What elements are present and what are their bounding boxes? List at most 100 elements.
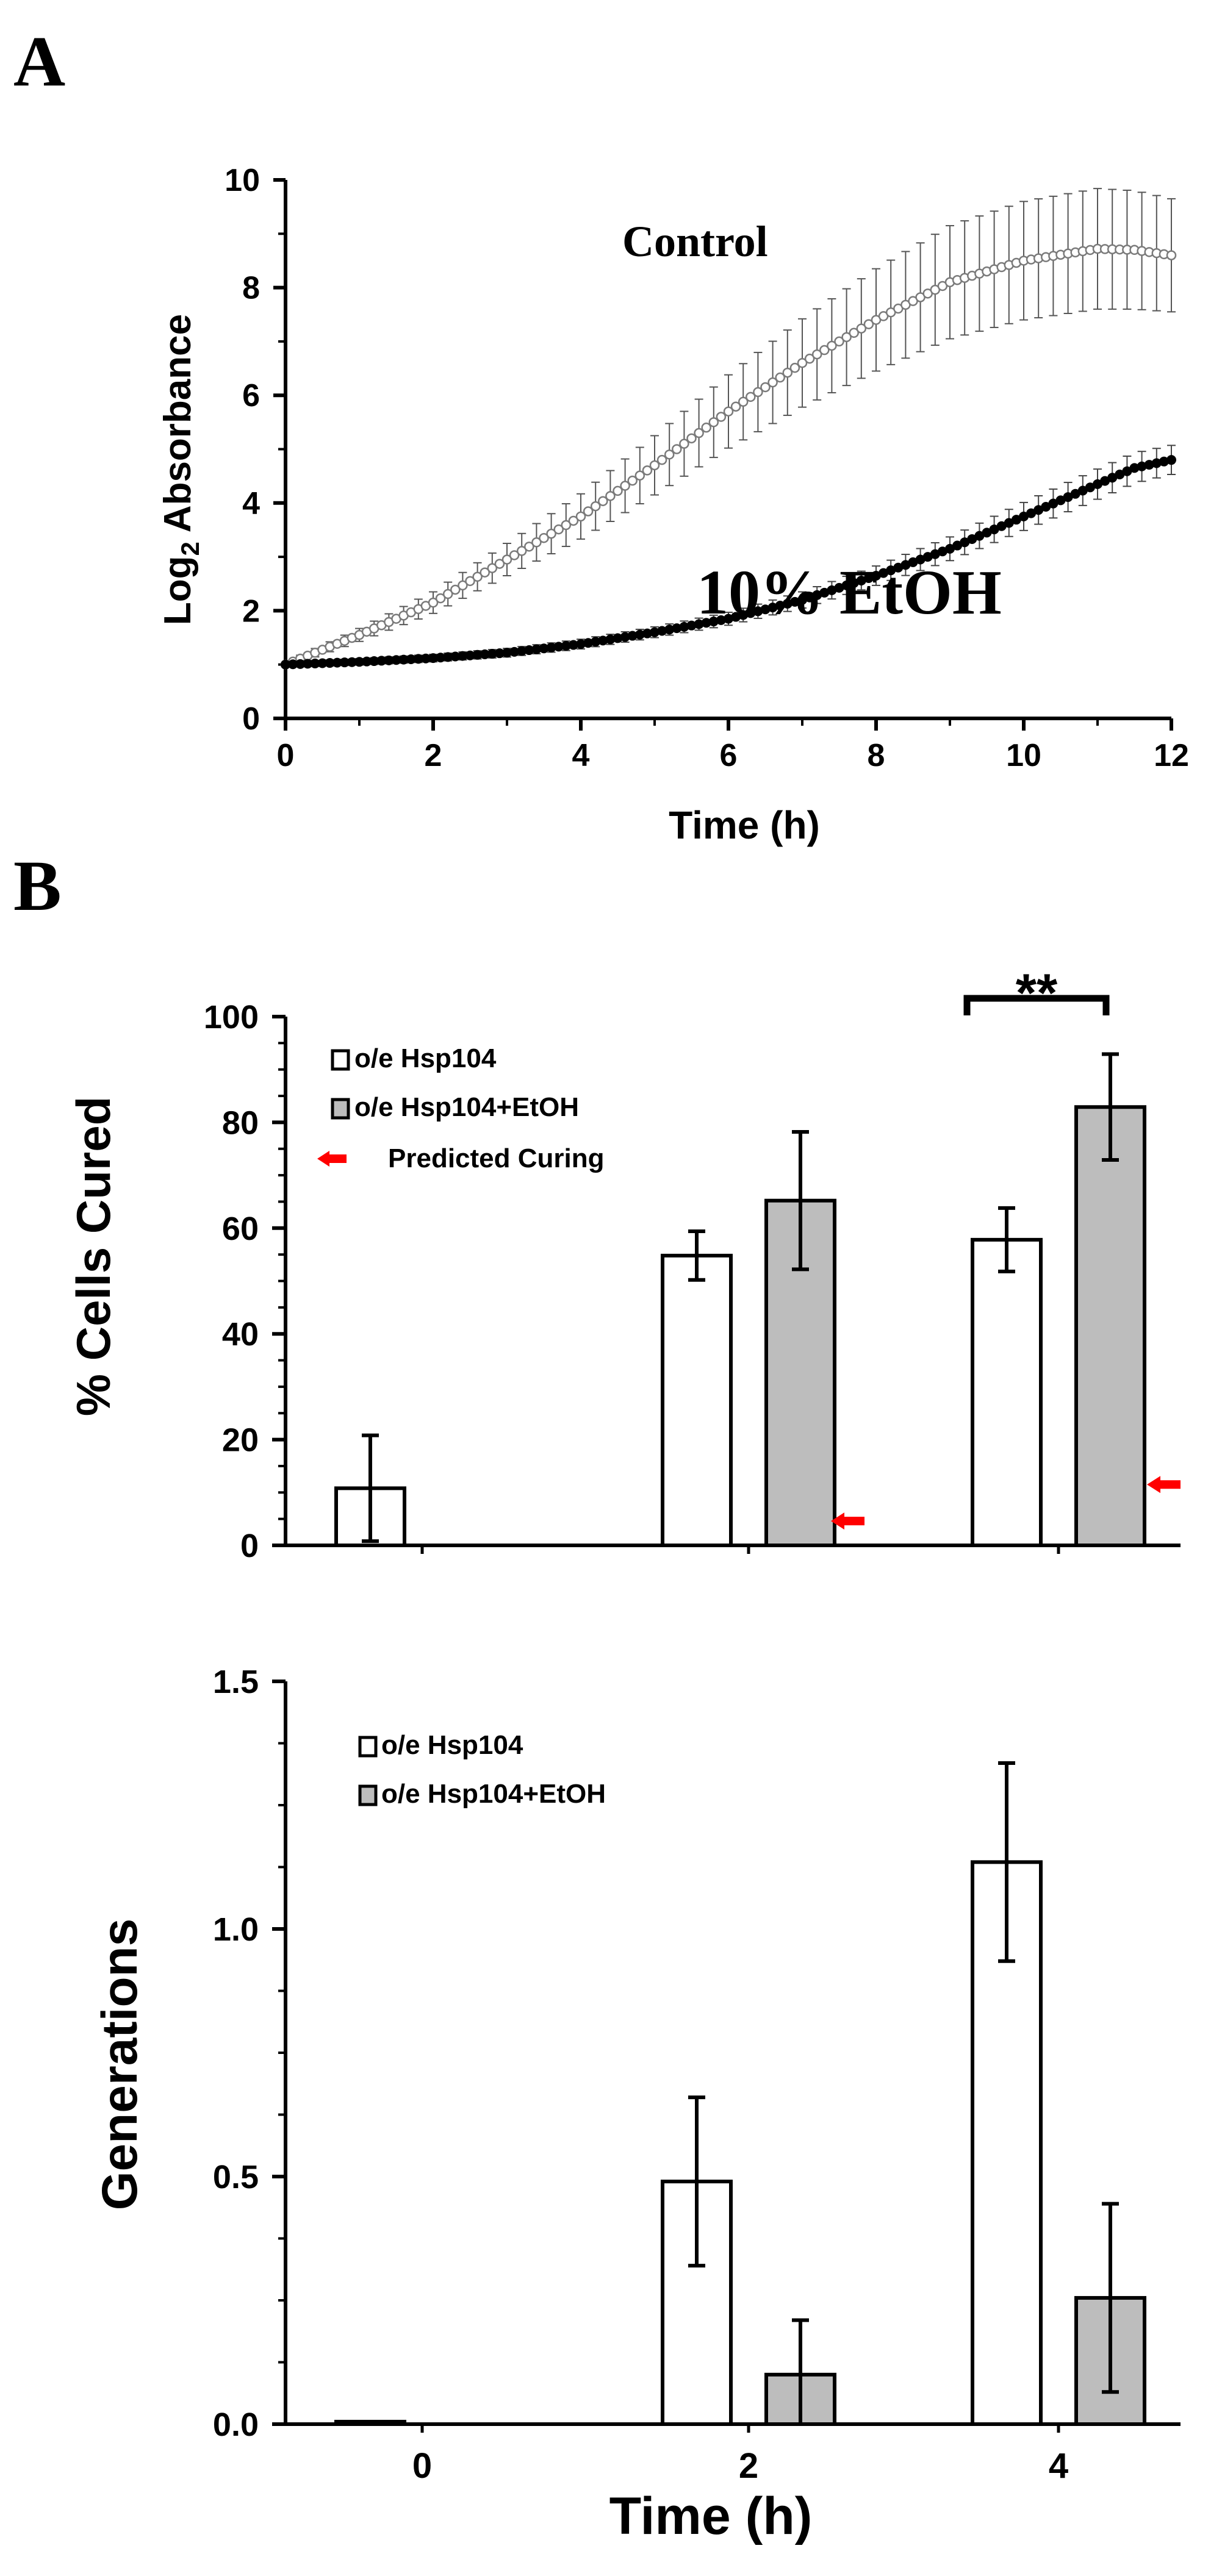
- control-data-point: [746, 392, 756, 402]
- etoh-data-point: [339, 657, 350, 668]
- etoh-data-point: [974, 531, 985, 541]
- etoh-data-point: [458, 651, 468, 661]
- control-data-point: [553, 524, 564, 535]
- control-data-point: [767, 377, 778, 388]
- control-data-point: [841, 332, 852, 343]
- etoh-data-point: [347, 657, 357, 667]
- control-data-point: [672, 444, 682, 454]
- generations-x-tick-label: 0: [412, 2446, 432, 2486]
- etoh-data-point: [863, 573, 874, 583]
- control-data-point: [694, 428, 704, 438]
- control-data-point: [575, 511, 586, 522]
- control-data-point: [856, 323, 867, 334]
- etoh-data-point: [841, 580, 852, 590]
- control-data-point: [590, 501, 601, 512]
- etoh-data-point: [561, 640, 571, 651]
- growth-y-tick-label: 0: [242, 701, 260, 737]
- etoh-data-point: [871, 571, 881, 581]
- panel-b-label: B: [13, 846, 62, 926]
- etoh-data-point: [694, 619, 704, 629]
- control-data-point: [598, 496, 608, 506]
- etoh-data-point: [797, 595, 807, 605]
- control-data-point: [789, 362, 800, 373]
- control-data-point: [730, 401, 741, 412]
- etoh-data-point: [775, 601, 785, 611]
- curing-bar-hsp104-etoh-2h: [764, 1198, 836, 1547]
- etoh-data-point: [472, 649, 483, 660]
- generations-y-tick-label: 0.5: [213, 2159, 259, 2195]
- growth-x-tick-label: 10: [1006, 738, 1041, 773]
- etoh-data-point: [1085, 482, 1095, 493]
- control-data-point: [472, 571, 483, 582]
- etoh-data-point: [583, 638, 594, 648]
- growth-y-tick-label: 6: [242, 378, 260, 413]
- curing-y-tick-label: 0: [240, 1528, 259, 1564]
- growth-y-tick-label: 10: [225, 163, 260, 198]
- control-data-point: [583, 506, 594, 517]
- control-data-point: [428, 597, 439, 608]
- etoh-data-point: [930, 549, 940, 559]
- control-annotation: Control: [622, 217, 768, 266]
- etoh-data-point: [591, 637, 601, 647]
- etoh-data-point: [531, 644, 542, 654]
- control-data-point: [797, 357, 808, 368]
- curing-y-tick-label: 100: [204, 999, 259, 1036]
- etoh-data-point: [1070, 488, 1080, 499]
- control-data-point: [524, 542, 534, 552]
- control-data-point: [760, 382, 771, 393]
- etoh-data-point: [1093, 479, 1102, 489]
- etoh-data-point: [642, 628, 652, 639]
- etoh-data-point: [657, 626, 667, 636]
- etoh-data-point: [922, 552, 933, 562]
- control-data-point: [642, 465, 653, 476]
- growth-data-points: [280, 243, 1177, 670]
- etoh-data-point: [731, 612, 741, 622]
- generations-chart: 0.0 0.5 1.0 1.5 0 2 4 o/e Hsp104 o/e Hsp104+Et…: [92, 1664, 1181, 2546]
- control-data-point: [501, 554, 512, 565]
- etoh-data-point: [834, 582, 844, 593]
- etoh-data-point: [989, 524, 999, 535]
- growth-x-tick-label: 12: [1154, 738, 1189, 773]
- etoh-data-point: [967, 534, 977, 544]
- etoh-data-point: [354, 657, 364, 667]
- control-data-point: [656, 454, 667, 465]
- legend-label-hsp104-etoh: o/e Hsp104+EtOH: [381, 1779, 606, 1809]
- control-data-point: [435, 593, 446, 604]
- control-data-point: [494, 559, 505, 569]
- generations-bar-hsp104-0h: [334, 2419, 406, 2426]
- etoh-data-point: [827, 585, 837, 595]
- etoh-data-point: [568, 640, 578, 650]
- significance-bracket: [963, 995, 1110, 1015]
- control-data-point: [649, 460, 660, 471]
- control-data-point: [811, 349, 822, 360]
- legend-label-hsp104: o/e Hsp104: [354, 1043, 497, 1073]
- control-data-point: [1166, 250, 1177, 260]
- etoh-data-point: [627, 631, 638, 641]
- etoh-data-point: [686, 620, 697, 631]
- etoh-data-point: [384, 655, 394, 665]
- control-data-point: [487, 563, 498, 573]
- etoh-data-point: [960, 537, 970, 548]
- control-data-point: [450, 584, 461, 595]
- generations-error-bars: [688, 1761, 1119, 2426]
- etoh-data-point: [1137, 461, 1147, 471]
- etoh-data-point: [886, 565, 896, 576]
- curing-bar-hsp104-4h: [971, 1237, 1043, 1548]
- legend-arrow-icon: [317, 1151, 347, 1167]
- etoh-data-point: [613, 633, 623, 643]
- generations-x-tick-label: 2: [739, 2446, 758, 2486]
- legend-swatch-hsp104-etoh: [331, 1098, 350, 1120]
- control-data-point: [546, 528, 556, 539]
- etoh-data-point: [701, 618, 711, 628]
- control-data-point: [613, 485, 623, 496]
- control-data-point: [568, 515, 579, 526]
- etoh-data-point: [1041, 501, 1051, 512]
- control-data-point: [701, 422, 711, 433]
- control-data-point: [775, 372, 785, 383]
- etoh-data-point: [679, 621, 689, 632]
- etoh-data-point: [546, 642, 556, 653]
- etoh-data-point: [1122, 466, 1132, 476]
- control-data-point: [686, 433, 697, 444]
- etoh-annotation: 10% EtOH: [697, 557, 1002, 628]
